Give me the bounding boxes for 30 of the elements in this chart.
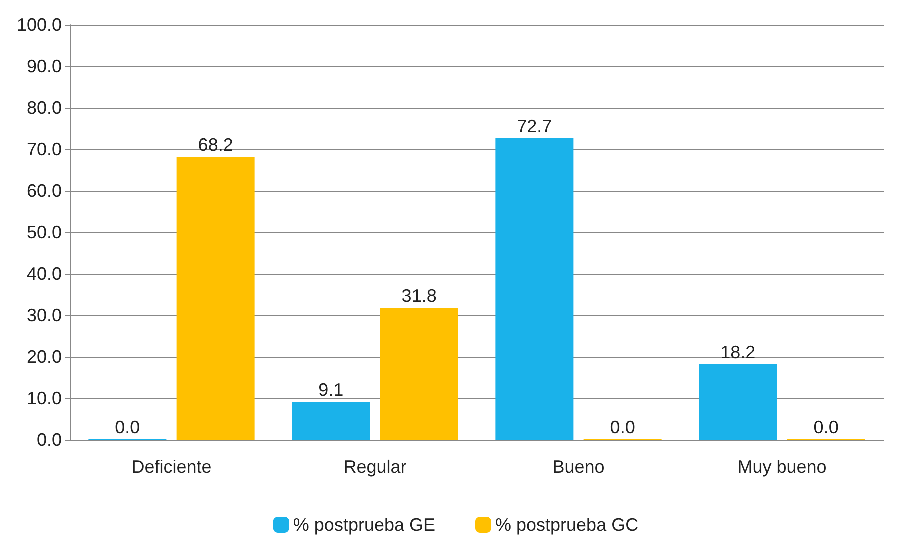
bar: [176, 156, 255, 440]
bar: [496, 138, 574, 440]
legend-label: % postprueba GE: [293, 515, 436, 535]
data-label: 72.7: [517, 116, 552, 136]
data-label: 0.0: [115, 418, 140, 438]
y-tick-label: 50.0: [26, 222, 62, 242]
bar: [699, 364, 778, 440]
data-label: 0.0: [610, 418, 636, 438]
bar: [380, 308, 458, 440]
data-label: 0.0: [814, 418, 839, 438]
data-label: 68.2: [198, 134, 234, 155]
y-tick-label: 40.0: [26, 264, 62, 284]
y-tick-label: 10.0: [26, 388, 62, 408]
data-label: 9.1: [318, 380, 344, 400]
data-label: 18.2: [720, 342, 756, 362]
bar: [292, 402, 370, 440]
x-tick-label: Regular: [344, 457, 407, 477]
y-tick-label: 30.0: [26, 306, 62, 326]
y-tick-label: 70.0: [26, 140, 62, 160]
y-tick-label: 90.0: [26, 56, 62, 76]
y-tick-label: 100.0: [16, 15, 62, 35]
legend-label: % postprueba GC: [496, 515, 639, 535]
y-tick-label: 60.0: [26, 181, 62, 201]
data-label: 31.8: [402, 286, 437, 306]
y-tick-label: 20.0: [26, 347, 62, 367]
y-tick-label: 80.0: [26, 98, 62, 118]
x-tick-label: Muy bueno: [738, 457, 827, 477]
x-tick-label: Deficiente: [132, 457, 212, 477]
y-tick-label: 0.0: [36, 430, 62, 450]
x-tick-label: Bueno: [552, 457, 605, 477]
